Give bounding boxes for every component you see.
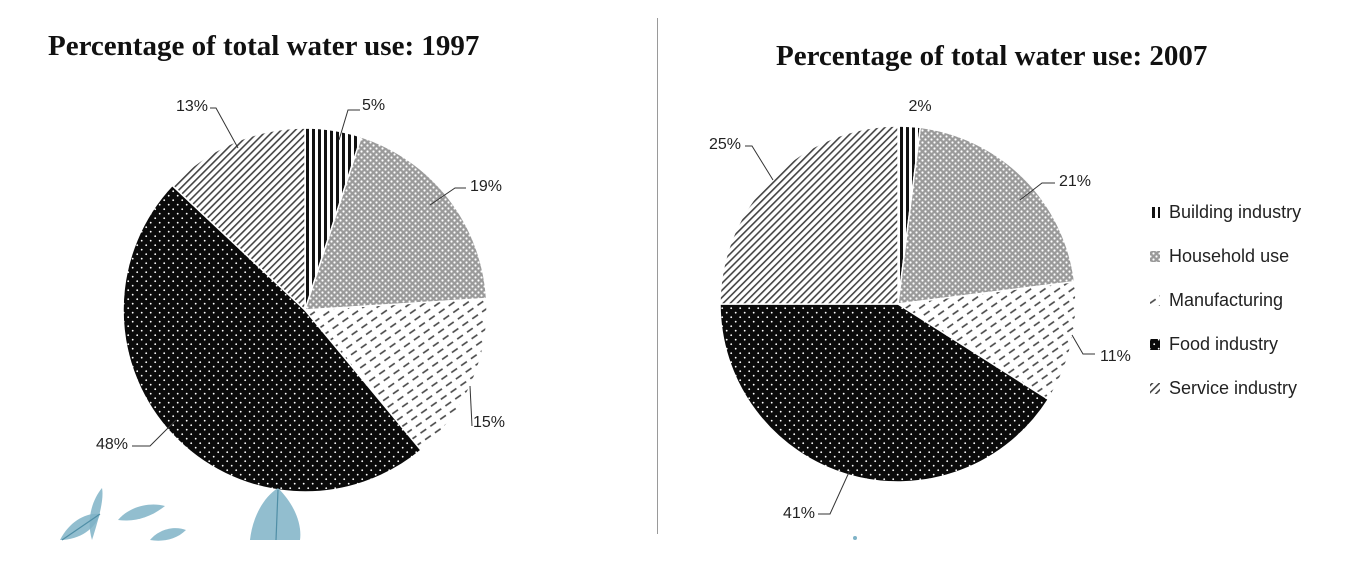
- pie-2007: 2% 21% 11% 41% 25%: [709, 98, 1131, 522]
- pie-slice-manufacturing: [303, 297, 488, 452]
- legend-swatch-household: [1150, 251, 1160, 262]
- chart-title-1997: Percentage of total water use: 1997: [48, 30, 480, 62]
- leader-line: [429, 187, 466, 206]
- pie-slice-food: [719, 303, 1050, 483]
- leaf-decoration: [60, 488, 857, 541]
- data-label-food: 48%: [96, 436, 128, 453]
- pie-slice-household: [897, 126, 1076, 305]
- legend-label-manufacturing: Manufacturing: [1169, 290, 1283, 310]
- legend-swatch-food: [1150, 339, 1160, 350]
- leader-line: [818, 469, 851, 515]
- data-label-service: 13%: [176, 98, 208, 115]
- data-label-household: 19%: [470, 178, 502, 195]
- leaf-shape: [150, 528, 186, 541]
- legend-swatch-building: [1150, 207, 1160, 218]
- legend-swatch-service: [1150, 383, 1160, 394]
- chart-divider: [657, 18, 658, 534]
- chart-legend: Building industry Household use Manufactur…: [1150, 202, 1301, 398]
- leaf-vein: [275, 489, 279, 541]
- leaf-vein: [61, 513, 101, 541]
- data-label-manufacturing: 15%: [473, 414, 505, 431]
- legend-label-food: Food industry: [1169, 334, 1278, 354]
- chart-title-2007: Percentage of total water use: 2007: [776, 40, 1208, 72]
- data-label-service: 25%: [709, 136, 741, 153]
- leader-line: [745, 145, 774, 181]
- leaf-shape: [250, 488, 301, 540]
- pie-slice-service: [171, 127, 306, 312]
- leaf-shape: [118, 504, 165, 521]
- pie-slice-manufacturing: [895, 280, 1077, 401]
- pie-slice-service: [719, 125, 899, 305]
- data-label-building: 5%: [362, 97, 385, 114]
- legend-swatch-manufacturing: [1150, 295, 1160, 306]
- leaf-shape: [89, 488, 103, 540]
- legend-label-household: Household use: [1169, 246, 1289, 266]
- leader-line: [469, 385, 473, 427]
- leader-line: [338, 109, 360, 141]
- legend-label-service: Service industry: [1169, 378, 1297, 398]
- leader-line: [210, 107, 239, 149]
- leader-line: [1071, 334, 1095, 355]
- pie-slice-household: [303, 135, 488, 311]
- data-label-food: 41%: [783, 505, 815, 522]
- leader-line: [1019, 182, 1055, 201]
- pie-slice-food: [122, 184, 423, 493]
- legend-label-building: Building industry: [1169, 202, 1301, 222]
- data-label-manufacturing: 11%: [1100, 348, 1131, 365]
- pie-1997: 5% 19% 15% 48% 13%: [96, 97, 505, 493]
- leader-line: [132, 419, 177, 447]
- leaf-dot: [853, 536, 857, 540]
- data-label-building: 2%: [908, 98, 931, 115]
- data-label-household: 21%: [1059, 173, 1091, 190]
